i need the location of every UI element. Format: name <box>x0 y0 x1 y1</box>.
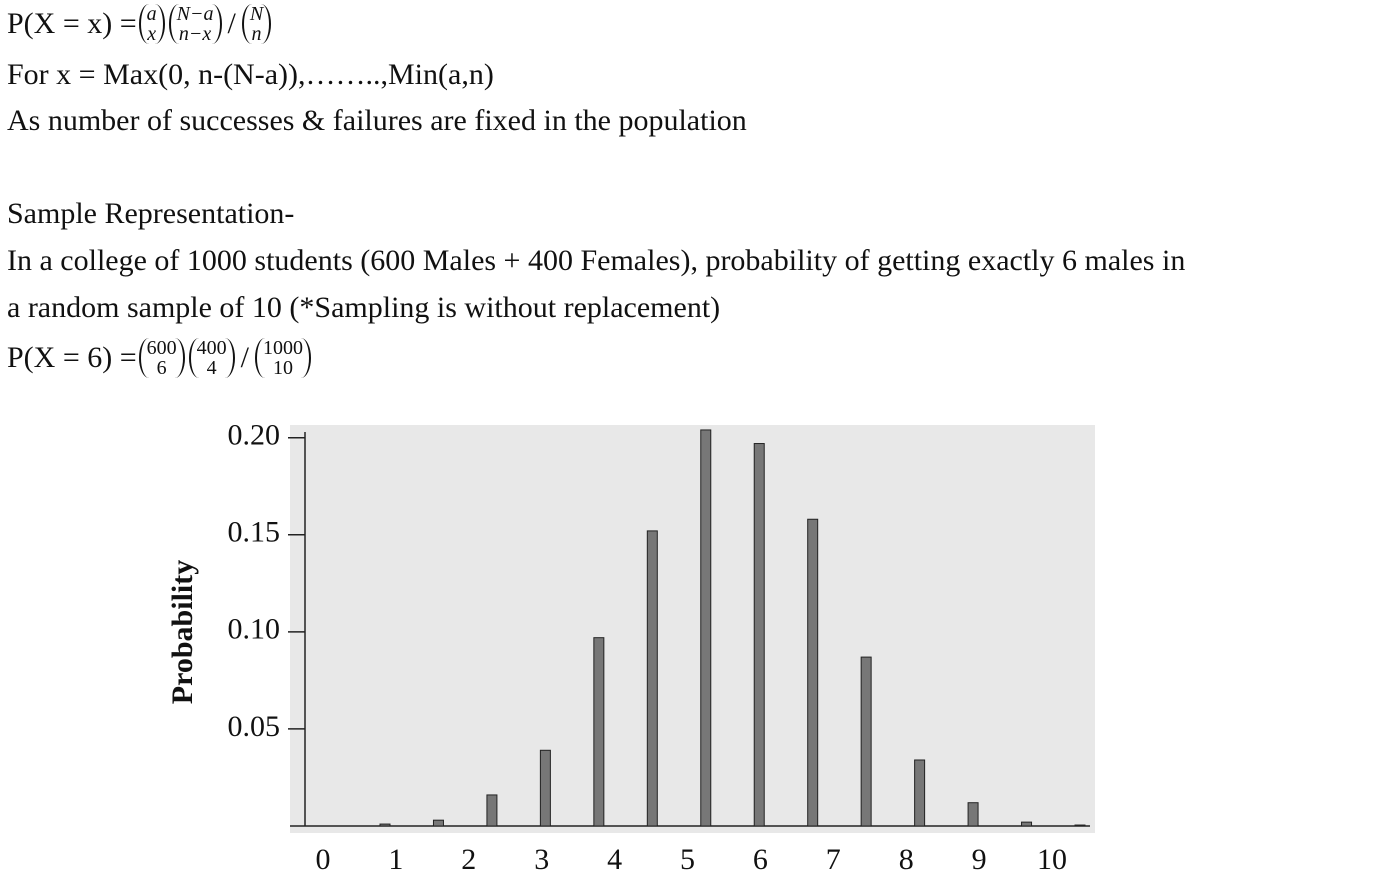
x-tick-label: 5 <box>680 843 695 874</box>
bar <box>1021 821 1033 827</box>
binomial: 400 4 <box>188 337 235 379</box>
operator: / <box>227 7 236 40</box>
x-tick-label: 3 <box>534 843 549 874</box>
bar <box>700 429 712 827</box>
bar <box>379 823 391 827</box>
bar <box>646 530 658 827</box>
x-tick-label: 1 <box>388 843 403 874</box>
binomial: 1000 10 <box>255 337 312 379</box>
y-tick-label: 0.05 <box>228 710 281 743</box>
example-line: In a college of 1000 students (600 Males… <box>7 244 1186 277</box>
binomial-top: N <box>249 3 264 25</box>
bar <box>539 749 551 827</box>
binomial-top: N−a <box>176 3 214 25</box>
operator: / <box>240 341 250 374</box>
bar <box>593 637 605 827</box>
y-tick-label: 0.20 <box>228 419 281 452</box>
binomial: N−a n−x <box>168 3 222 45</box>
bar <box>486 794 498 827</box>
x-tick-label: 9 <box>972 843 987 874</box>
x-tick-label: 4 <box>607 843 622 874</box>
binomial-top: 400 <box>196 337 227 359</box>
binomial: 600 6 <box>138 337 185 379</box>
y-tick-label: 0.10 <box>228 613 281 646</box>
binomial-bottom: n−x <box>178 23 212 45</box>
example-formula: P(X = 6) = 600 6 400 4/1000 10 <box>7 338 313 378</box>
binomial-bottom: 6 <box>156 357 167 379</box>
binomial-bottom: n <box>251 23 262 45</box>
x-tick-label: 2 <box>461 843 476 874</box>
bar <box>967 802 979 827</box>
binomial-bottom: x <box>147 23 157 45</box>
x-tick-label: 8 <box>899 843 914 874</box>
x-tick-label: 10 <box>1037 843 1067 874</box>
range-line: For x = Max(0, n-(N-a)),……..,Min(a,n) <box>7 58 494 91</box>
x-tick-label: 6 <box>753 843 768 874</box>
bar <box>807 518 819 827</box>
y-axis-label: Probability <box>166 560 199 704</box>
formula-lhs: P(X = x) = <box>7 7 137 40</box>
bar <box>753 443 765 827</box>
plot-background <box>290 425 1095 833</box>
bar <box>860 656 872 827</box>
binomial-bottom: 4 <box>206 357 217 379</box>
bar <box>914 759 926 827</box>
binomial-top: 1000 <box>263 337 304 359</box>
example-line: a random sample of 10 (*Sampling is with… <box>7 291 721 324</box>
bar <box>1074 824 1086 827</box>
heading: Sample Representation- <box>7 197 295 230</box>
y-tick-label: 0.15 <box>228 516 281 549</box>
note: As number of successes & failures are fi… <box>7 104 747 137</box>
x-tick-label: 0 <box>316 843 331 874</box>
binomial-top: a <box>146 3 157 25</box>
binomial-bottom: 10 <box>273 357 294 379</box>
formula-lhs: P(X = 6) = <box>7 341 137 374</box>
binomial-top: 600 <box>146 337 177 359</box>
bar <box>432 819 444 827</box>
x-tick-label: 7 <box>826 843 841 874</box>
